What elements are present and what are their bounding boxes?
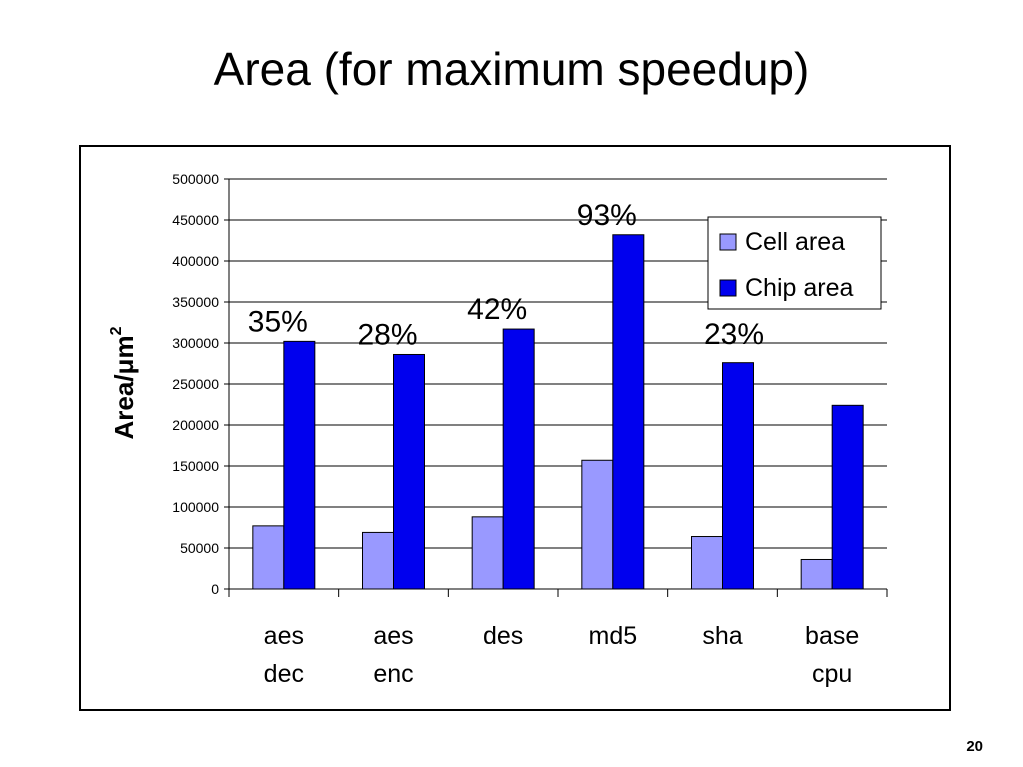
y-tick-label: 50000 xyxy=(180,540,219,556)
bar-cell-area xyxy=(691,536,723,590)
legend-swatch xyxy=(719,233,737,251)
bar-cell-area xyxy=(362,531,394,590)
y-tick-label: 350000 xyxy=(172,294,219,310)
data-label: 93% xyxy=(577,199,637,232)
data-label: 23% xyxy=(704,318,764,351)
bar-chip-area xyxy=(502,328,535,590)
y-tick-label: 150000 xyxy=(172,458,219,474)
bar-cell-area xyxy=(581,459,614,590)
y-tick-label: 250000 xyxy=(172,376,219,392)
y-tick-label: 200000 xyxy=(172,417,219,433)
data-label: 35% xyxy=(248,305,308,338)
y-tick-label: 500000 xyxy=(172,171,219,187)
bar-chip-area xyxy=(831,404,864,590)
y-tick-label: 450000 xyxy=(172,212,219,228)
x-tick-label: sha xyxy=(702,622,742,650)
legend: Cell area Chip area xyxy=(707,216,882,310)
bar-cell-area xyxy=(252,525,285,590)
bar-cell-area xyxy=(800,558,833,590)
x-tick-label: base xyxy=(805,622,859,650)
x-tick-label: des xyxy=(483,622,523,650)
bar-chart: 0 50000 100000 150000 200000 250000 300000 3500… xyxy=(108,171,888,688)
x-tick-label: md5 xyxy=(589,622,638,650)
slide-title: Area (for maximum speedup) xyxy=(213,43,810,95)
y-tick-label: 100000 xyxy=(172,499,219,515)
x-tick-label: aes xyxy=(373,622,413,650)
y-axis-title-superscript: 2 xyxy=(108,326,125,335)
y-axis-title: Area/μm2 xyxy=(108,326,139,439)
x-tick-label: aes xyxy=(264,622,304,650)
axes xyxy=(224,178,888,597)
y-tick-label: 400000 xyxy=(172,253,219,269)
bar-chip-area xyxy=(283,340,316,590)
x-tick-label: dec xyxy=(264,660,304,688)
legend-swatch xyxy=(719,279,737,297)
x-tick-label: enc xyxy=(373,660,413,688)
bar-chip-area xyxy=(393,353,425,590)
data-label: 28% xyxy=(357,318,417,351)
legend-box xyxy=(707,216,882,310)
y-tick-label: 0 xyxy=(211,581,219,597)
y-axis-title-text: Area/μm xyxy=(109,335,139,439)
gridlines xyxy=(229,178,887,549)
x-tick-label: cpu xyxy=(812,660,852,688)
y-tick-label: 300000 xyxy=(172,335,219,351)
data-label: 42% xyxy=(467,293,527,326)
legend-label: Chip area xyxy=(745,274,853,302)
slide-number: 20 xyxy=(966,738,983,755)
bar-chip-area xyxy=(722,362,754,590)
bar-chip-area xyxy=(612,234,645,590)
chart-frame: 0 50000 100000 150000 200000 250000 300000 3500… xyxy=(79,145,951,711)
legend-label: Cell area xyxy=(745,228,845,256)
labels: 0 50000 100000 150000 200000 250000 300000 3500… xyxy=(108,171,859,688)
bar-cell-area xyxy=(471,516,504,590)
